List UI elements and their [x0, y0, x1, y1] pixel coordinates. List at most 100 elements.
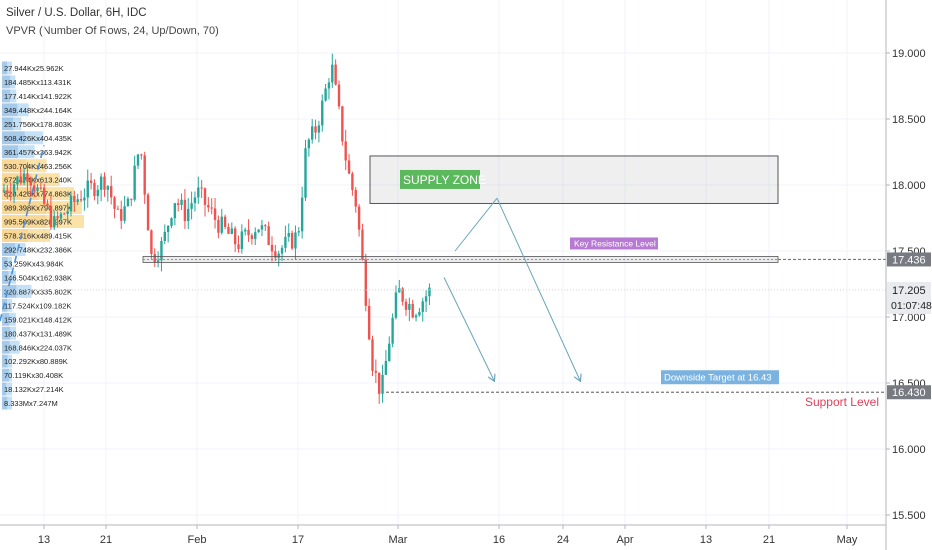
candle — [294, 225, 297, 260]
candle-body — [357, 206, 361, 230]
candle — [411, 299, 414, 319]
candle-body — [210, 207, 213, 209]
candle-body — [381, 374, 384, 394]
candle — [284, 225, 287, 253]
projection-arrow — [443, 277, 494, 380]
candle-body — [207, 204, 210, 208]
candle — [9, 182, 12, 201]
downside-target-tag — [661, 370, 779, 385]
indicator-label[interactable]: VPVR (Number Of Rows, 24, Up/Down, 70) — [6, 25, 219, 37]
candle-body — [150, 230, 153, 254]
candle-body — [367, 305, 371, 340]
candle — [321, 94, 324, 132]
candle — [324, 83, 327, 102]
x-tick-label: 13 — [700, 534, 712, 546]
candle — [244, 227, 247, 236]
candle — [361, 223, 364, 261]
volume-bar-up — [2, 201, 47, 215]
candle — [12, 180, 16, 204]
candle-body — [264, 225, 267, 227]
candle-body — [120, 209, 123, 221]
candle-body — [337, 84, 341, 107]
candle — [250, 233, 254, 245]
candle-body — [86, 180, 89, 198]
candle-body — [388, 343, 391, 361]
x-tick-label: 21 — [100, 534, 112, 546]
support-price-tag-text: 16.430 — [892, 387, 926, 399]
trendline-layer — [0, 145, 45, 322]
candle-body — [280, 247, 284, 254]
candle — [300, 186, 304, 239]
candle — [337, 80, 341, 110]
y-tick-label: 17.000 — [892, 312, 926, 324]
candle — [19, 168, 22, 185]
volume-bar-down — [10, 75, 16, 89]
candle — [354, 187, 357, 213]
volume-bar-up — [2, 354, 8, 368]
volume-bar-up — [2, 229, 28, 242]
volume-bar-up — [2, 382, 6, 396]
volume-row-label: 27.944Kx25.962K — [4, 64, 64, 73]
candle-body — [123, 206, 126, 221]
price-axis-bg — [886, 0, 932, 550]
candle — [378, 372, 381, 404]
candle — [197, 176, 200, 204]
candle-body — [2, 190, 6, 192]
candle-body — [126, 198, 130, 207]
candle-body — [341, 106, 344, 142]
candle-body — [421, 301, 424, 312]
support-level-label: Support Level — [805, 395, 879, 409]
candle-body — [73, 195, 76, 202]
volume-bar-up — [2, 103, 18, 117]
candle-body — [103, 176, 106, 190]
volume-bar-down — [9, 312, 16, 326]
candle-body — [9, 192, 12, 194]
candle — [280, 245, 284, 262]
candle-body — [347, 160, 351, 174]
candle — [2, 183, 6, 193]
x-tick-label: 16 — [493, 534, 505, 546]
candle-body — [49, 205, 53, 228]
candle — [43, 183, 46, 206]
candle-body — [193, 197, 197, 204]
candle-body — [317, 125, 321, 133]
current-price-text: 17.205 — [892, 285, 926, 297]
candle-body — [364, 259, 367, 306]
candle-body — [254, 232, 257, 239]
candle — [347, 154, 351, 175]
candle — [6, 185, 9, 199]
candle-body — [244, 229, 247, 232]
current-price-tag — [887, 281, 931, 314]
candle-body — [197, 187, 200, 198]
candle — [69, 192, 73, 217]
candle — [140, 153, 143, 160]
candle — [374, 359, 378, 383]
candle-body — [233, 228, 237, 245]
support-price-tag — [887, 385, 931, 400]
volume-row-label: 18.132Kx27.214K — [4, 385, 64, 394]
candle — [86, 169, 89, 208]
y-tick-label: 19.000 — [892, 48, 926, 60]
volume-row-label: 177.414Kx141.922K — [4, 92, 72, 101]
candle-body — [66, 211, 69, 215]
volume-row-label: 349.448Kx244.164K — [4, 106, 72, 115]
candle — [304, 139, 307, 201]
candle-body — [401, 288, 404, 302]
volume-bar-down — [7, 354, 12, 368]
candle-body — [53, 216, 56, 228]
candle — [113, 195, 116, 219]
candle-body — [19, 176, 22, 183]
candle-body — [398, 288, 401, 293]
candle-body — [274, 251, 277, 258]
candle — [424, 290, 428, 313]
candle — [344, 129, 347, 171]
candle — [287, 223, 290, 242]
candle — [317, 120, 321, 143]
candle — [217, 215, 220, 239]
candle-body — [83, 197, 86, 201]
volume-row-label: 117.524Kx109.182K — [4, 301, 71, 310]
candle — [110, 175, 113, 205]
candle-body — [203, 188, 207, 205]
